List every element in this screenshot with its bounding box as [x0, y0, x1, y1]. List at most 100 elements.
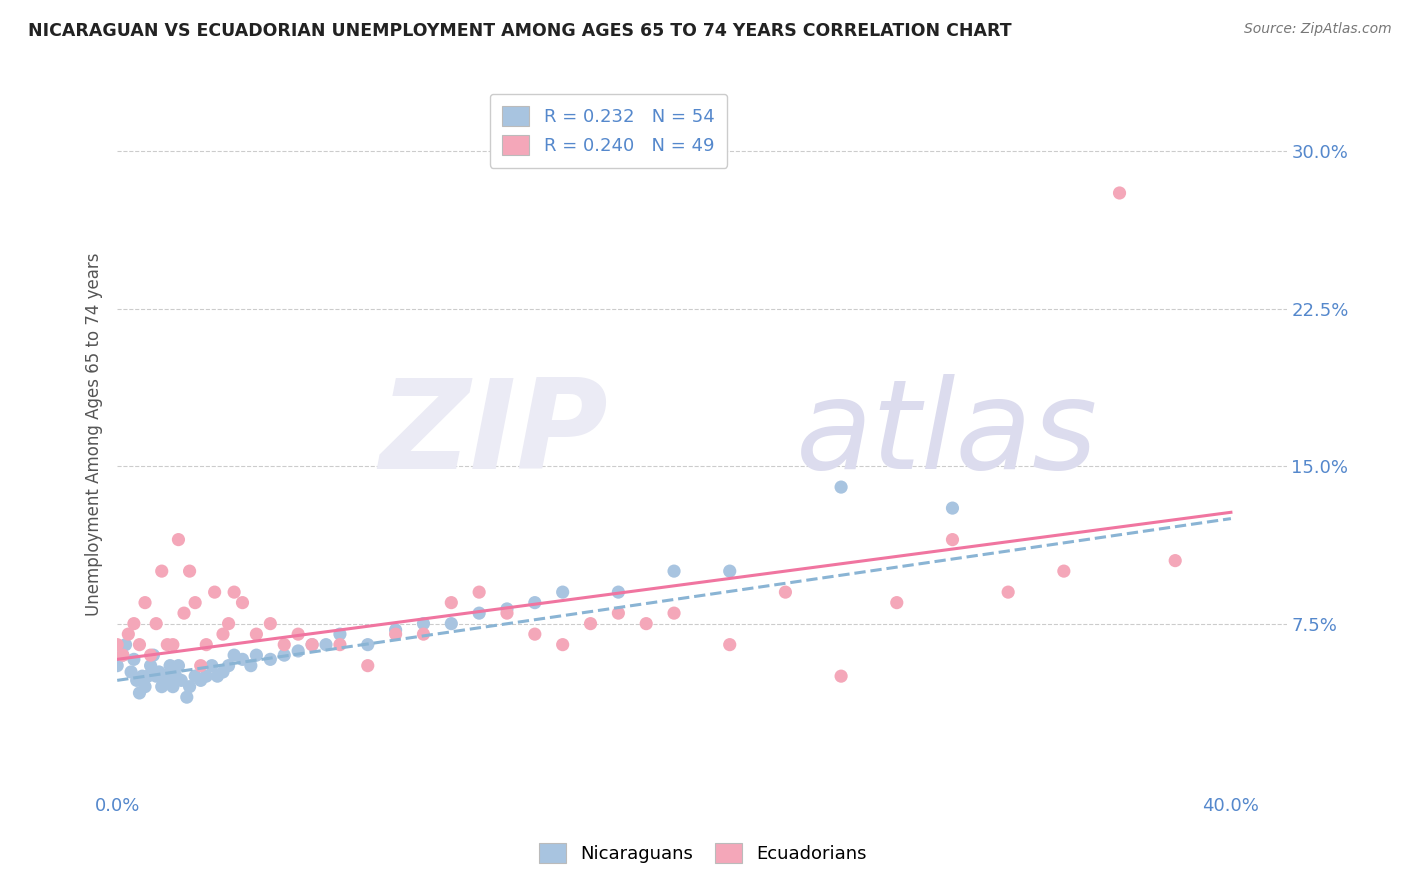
Point — [120, 665, 142, 679]
Point — [176, 690, 198, 705]
Point — [329, 638, 352, 652]
Point — [142, 648, 165, 662]
Point — [523, 627, 546, 641]
Point — [1053, 564, 1076, 578]
Point — [259, 616, 281, 631]
Point — [412, 616, 434, 631]
Point — [195, 669, 218, 683]
Point — [224, 648, 246, 662]
Point — [131, 669, 153, 683]
Point — [111, 648, 134, 662]
Point — [207, 669, 229, 683]
Point — [245, 648, 267, 662]
Point — [775, 585, 797, 599]
Text: atlas: atlas — [796, 374, 1098, 495]
Point — [173, 606, 195, 620]
Point — [195, 638, 218, 652]
Point — [239, 658, 262, 673]
Point — [718, 638, 741, 652]
Point — [662, 606, 685, 620]
Point — [412, 627, 434, 641]
Point — [212, 627, 235, 641]
Point — [551, 585, 574, 599]
Point — [150, 680, 173, 694]
Point — [145, 669, 167, 683]
Point — [941, 501, 963, 516]
Point — [105, 658, 128, 673]
Point — [607, 585, 630, 599]
Point — [440, 616, 463, 631]
Point — [184, 596, 207, 610]
Point — [636, 616, 658, 631]
Point — [830, 480, 852, 494]
Point — [122, 652, 145, 666]
Point — [301, 638, 323, 652]
Point — [156, 638, 179, 652]
Point — [218, 616, 240, 631]
Point — [357, 658, 380, 673]
Point — [218, 658, 240, 673]
Point — [190, 673, 212, 688]
Point — [114, 638, 136, 652]
Point — [148, 665, 170, 679]
Point — [145, 616, 167, 631]
Point — [125, 673, 148, 688]
Y-axis label: Unemployment Among Ages 65 to 74 years: Unemployment Among Ages 65 to 74 years — [86, 252, 103, 616]
Text: Source: ZipAtlas.com: Source: ZipAtlas.com — [1244, 22, 1392, 37]
Point — [167, 533, 190, 547]
Point — [287, 627, 309, 641]
Point — [551, 638, 574, 652]
Point — [440, 596, 463, 610]
Point — [165, 669, 187, 683]
Point — [139, 658, 162, 673]
Point — [468, 606, 491, 620]
Point — [122, 616, 145, 631]
Point — [128, 638, 150, 652]
Point — [179, 564, 201, 578]
Point — [111, 648, 134, 662]
Point — [212, 665, 235, 679]
Point — [301, 638, 323, 652]
Point — [579, 616, 602, 631]
Point — [1108, 186, 1130, 200]
Point — [941, 533, 963, 547]
Point — [384, 627, 406, 641]
Point — [162, 680, 184, 694]
Legend: R = 0.232   N = 54, R = 0.240   N = 49: R = 0.232 N = 54, R = 0.240 N = 49 — [489, 94, 727, 168]
Point — [468, 585, 491, 599]
Text: ZIP: ZIP — [380, 374, 609, 495]
Point — [384, 623, 406, 637]
Point — [170, 673, 193, 688]
Point — [179, 680, 201, 694]
Point — [150, 564, 173, 578]
Point — [329, 627, 352, 641]
Point — [496, 606, 519, 620]
Point — [259, 652, 281, 666]
Point — [662, 564, 685, 578]
Point — [117, 627, 139, 641]
Point — [139, 648, 162, 662]
Point — [201, 658, 224, 673]
Point — [190, 658, 212, 673]
Point — [136, 669, 159, 683]
Point — [315, 638, 337, 652]
Point — [231, 652, 253, 666]
Point — [153, 669, 176, 683]
Point — [167, 658, 190, 673]
Point — [273, 638, 295, 652]
Point — [134, 596, 156, 610]
Point — [357, 638, 380, 652]
Point — [156, 673, 179, 688]
Point — [231, 596, 253, 610]
Point — [204, 585, 226, 599]
Point — [273, 648, 295, 662]
Point — [162, 638, 184, 652]
Point — [159, 658, 181, 673]
Point — [496, 602, 519, 616]
Point — [128, 686, 150, 700]
Point — [184, 669, 207, 683]
Point — [287, 644, 309, 658]
Point — [523, 596, 546, 610]
Text: NICARAGUAN VS ECUADORIAN UNEMPLOYMENT AMONG AGES 65 TO 74 YEARS CORRELATION CHAR: NICARAGUAN VS ECUADORIAN UNEMPLOYMENT AM… — [28, 22, 1012, 40]
Point — [105, 638, 128, 652]
